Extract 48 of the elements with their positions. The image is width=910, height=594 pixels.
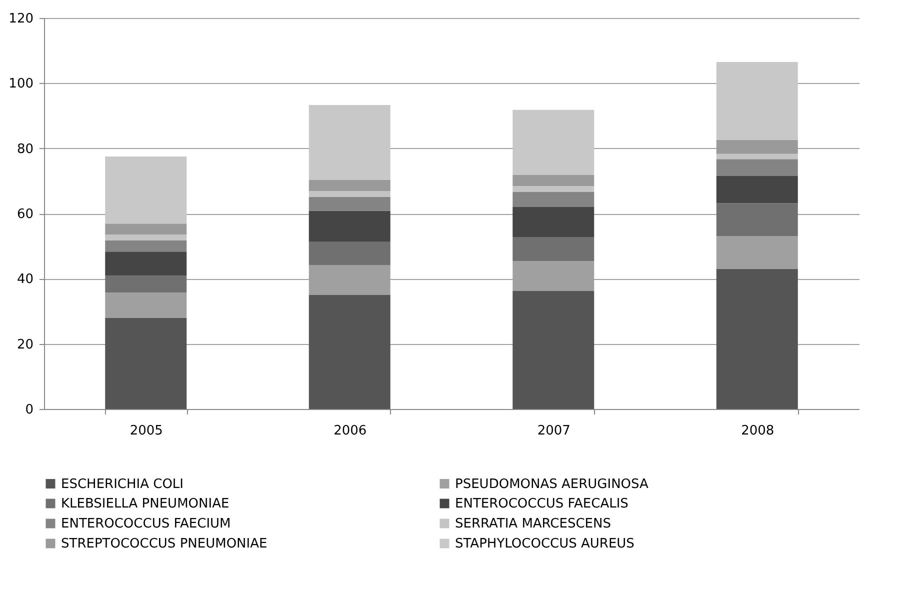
bar [512, 236, 594, 262]
y-tick-label: 0 [25, 402, 34, 418]
y-tick-label: 100 [8, 76, 34, 92]
y-tick-label: 80 [16, 142, 34, 157]
bar [716, 62, 798, 140]
bar [308, 242, 390, 265]
bar [308, 210, 390, 242]
bar [512, 110, 594, 176]
legend-label: ESCHERICHIA COLI [61, 476, 184, 492]
bar [308, 196, 390, 211]
bar [716, 236, 798, 269]
x-tick-label: 2006 [334, 424, 367, 438]
bar [105, 292, 187, 318]
x-tick-label: 2005 [130, 424, 163, 438]
legend-label: PSEUDOMONAS AERUGINOSA [455, 476, 649, 492]
bar [716, 176, 798, 204]
legend-label: ENTEROCOCCUS FAECIUM [61, 516, 231, 532]
bar [716, 159, 798, 176]
legend-label: KLEBSIELLA PNEUMONIAE [61, 496, 230, 512]
bar [105, 318, 187, 409]
y-tick-label: 60 [16, 207, 34, 222]
bar [308, 104, 390, 180]
bar [105, 276, 187, 293]
bar [308, 294, 390, 409]
y-tick-label: 40 [16, 272, 34, 288]
y-tick-label: 20 [16, 337, 34, 352]
bar [308, 191, 390, 197]
bar [105, 240, 187, 252]
bar [105, 224, 187, 235]
legend-label: SERRATIA MARCESCENS [455, 516, 611, 532]
legend-label: STAPHYLOCOCCUS AUREUS [455, 536, 634, 552]
legend-label: ENTEROCOCCUS FAECALIS [455, 496, 628, 512]
bar [512, 175, 594, 186]
x-tick-label: 2007 [537, 424, 570, 438]
bar [105, 156, 187, 224]
bar [105, 252, 187, 276]
bar [512, 186, 594, 192]
bar [716, 203, 798, 236]
bar [716, 154, 798, 160]
x-tick-label: 2008 [741, 424, 774, 438]
legend-label: STREPTOCOCCUS PNEUMONIAE [61, 536, 268, 552]
bar [512, 192, 594, 207]
y-tick-label: 120 [8, 12, 34, 26]
bar [308, 180, 390, 192]
bar [716, 268, 798, 409]
bar [512, 206, 594, 237]
bar [105, 234, 187, 241]
bar [512, 291, 594, 409]
